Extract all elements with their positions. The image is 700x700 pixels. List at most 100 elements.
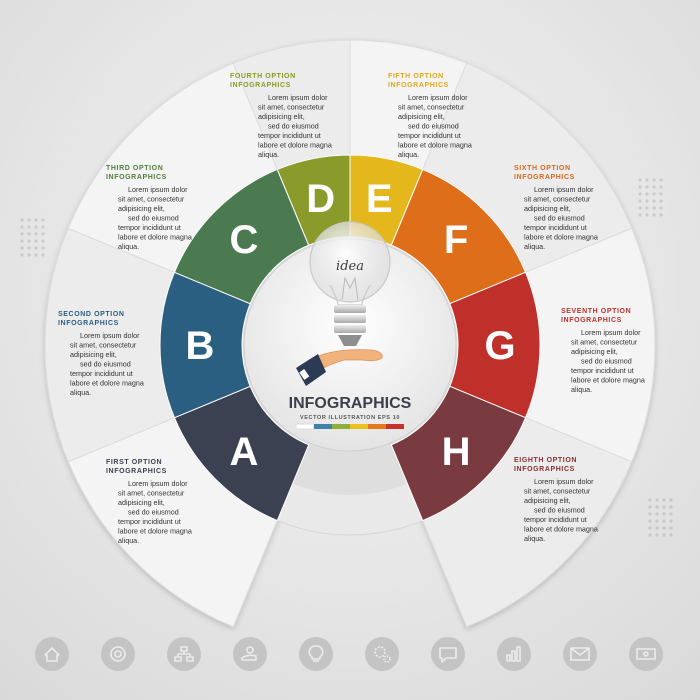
colored-ring — [159, 154, 541, 522]
option-body-line: Lorem ipsum dolor — [534, 185, 594, 194]
option-body-line: adipisicing elit, — [524, 204, 571, 213]
palette-swatch — [295, 423, 315, 430]
option-subtitle: INFOGRAPHICS — [561, 317, 622, 324]
option-block-6: SIXTH OPTION INFOGRAPHICS Lorem ipsum dolo… — [514, 165, 598, 251]
option-title: EIGHTH OPTION — [514, 457, 577, 464]
option-body-line: aliqua. — [571, 385, 592, 394]
option-body-line: aliqua. — [118, 242, 139, 251]
option-body-line: sed do eiusmod — [408, 122, 459, 131]
option-title: THIRD OPTION — [106, 165, 163, 172]
option-body-line: sed do eiusmod — [268, 122, 319, 131]
option-body-line: sed do eiusmod — [534, 506, 585, 515]
option-body-line: Lorem ipsum dolor — [408, 93, 468, 102]
option-subtitle: INFOGRAPHICS — [106, 468, 167, 475]
option-subtitle: INFOGRAPHICS — [58, 320, 119, 327]
option-body-line: adipisicing elit, — [118, 204, 165, 213]
option-body-line: sit amet, consectetur — [398, 103, 465, 112]
option-body-line: labore et dolore magna — [118, 233, 192, 242]
option-body-line: adipisicing elit, — [70, 350, 117, 359]
home-icon[interactable] — [35, 637, 69, 671]
option-body-line: labore et dolore magna — [524, 233, 598, 242]
option-body-line: sed do eiusmod — [581, 357, 632, 366]
option-body-line: Lorem ipsum dolor — [80, 331, 140, 340]
option-body-line: sed do eiusmod — [80, 360, 131, 369]
option-body-line: tempor incididunt ut — [571, 366, 634, 375]
option-title: FIRST OPTION — [106, 459, 162, 466]
hand-icon — [296, 349, 383, 386]
palette-swatch — [368, 424, 386, 429]
bottom-icon-row — [35, 637, 663, 671]
gears-icon[interactable] — [365, 637, 399, 671]
option-body-line: adipisicing elit, — [571, 347, 618, 356]
segment-letter-a: A — [229, 430, 258, 474]
option-body-line: labore et dolore magna — [398, 141, 472, 150]
option-body-line: sed do eiusmod — [534, 214, 585, 223]
segment-letter-h: H — [442, 430, 471, 474]
option-title: SEVENTH OPTION — [561, 308, 631, 315]
option-subtitle: INFOGRAPHICS — [388, 82, 449, 89]
chat-icon[interactable] — [431, 637, 465, 671]
palette-swatch — [314, 424, 332, 429]
option-body-line: sed do eiusmod — [128, 214, 179, 223]
option-body-line: aliqua. — [70, 388, 91, 397]
segment-letter-g: G — [484, 324, 515, 368]
option-body-line: aliqua. — [524, 242, 545, 251]
option-title: SIXTH OPTION — [514, 165, 571, 172]
option-body-line: sit amet, consectetur — [70, 341, 137, 350]
option-body-line: labore et dolore magna — [118, 527, 192, 536]
option-body-line: labore et dolore magna — [571, 376, 645, 385]
palette-swatch — [386, 424, 404, 429]
option-body-line: sed do eiusmod — [128, 508, 179, 517]
lightbulb-icon — [309, 221, 391, 346]
option-body-line: labore et dolore magna — [258, 141, 332, 150]
segment-letter-f: F — [444, 218, 468, 262]
option-body-line: sit amet, consectetur — [524, 487, 591, 496]
option-title: FIFTH OPTION — [388, 73, 444, 80]
option-body-line: adipisicing elit, — [258, 112, 305, 121]
segment-letters: A B C D E F G H — [186, 177, 516, 474]
segment-letter-c: C — [229, 218, 258, 262]
option-body-line: labore et dolore magna — [70, 379, 144, 388]
option-body-line: tempor incididunt ut — [70, 369, 133, 378]
option-body-line: sit amet, consectetur — [571, 338, 638, 347]
option-subtitle: INFOGRAPHICS — [514, 174, 575, 181]
option-subtitle: INFOGRAPHICS — [514, 466, 575, 473]
option-body-line: Lorem ipsum dolor — [581, 328, 641, 337]
mail-icon[interactable] — [563, 637, 597, 671]
money-hand-icon[interactable] — [233, 637, 267, 671]
option-block-2: SECOND OPTION INFOGRAPHICS Lorem ipsum dol… — [58, 311, 144, 397]
option-body-line: aliqua. — [118, 536, 139, 545]
idea-label: idea — [336, 259, 364, 274]
center-subtitle: VECTOR ILLUSTRATION EPS 10 — [300, 415, 400, 421]
option-body-line: adipisicing elit, — [398, 112, 445, 121]
option-body-line: tempor incididunt ut — [524, 515, 587, 524]
option-title: FOURTH OPTION — [230, 73, 296, 80]
option-body-line: adipisicing elit, — [524, 496, 571, 505]
target-icon[interactable] — [101, 637, 135, 671]
color-palette-strip — [295, 423, 404, 430]
option-title: SECOND OPTION — [58, 311, 125, 318]
option-body-line: sit amet, consectetur — [118, 489, 185, 498]
segment-letter-b: B — [186, 324, 215, 368]
option-block-8: EIGHTH OPTION INFOGRAPHICS Lorem ipsum dol… — [514, 457, 598, 543]
option-block-5: FIFTH OPTION INFOGRAPHICS Lorem ipsum dolo… — [388, 73, 472, 159]
segment-letter-e: E — [366, 177, 393, 221]
option-subtitle: INFOGRAPHICS — [230, 82, 291, 89]
option-body-line: tempor incididunt ut — [118, 223, 181, 232]
option-block-1: FIRST OPTION INFOGRAPHICS Lorem ipsum dolo… — [106, 459, 192, 545]
option-body-line: aliqua. — [258, 150, 279, 159]
option-body-line: Lorem ipsum dolor — [128, 185, 188, 194]
option-body-line: sit amet, consectetur — [524, 195, 591, 204]
option-body-line: tempor incididunt ut — [398, 131, 461, 140]
segment-letter-d: D — [306, 177, 335, 221]
cash-icon[interactable] — [629, 637, 663, 671]
lightbulb-icon[interactable] — [299, 637, 333, 671]
bar-chart-icon[interactable] — [497, 637, 531, 671]
hierarchy-icon[interactable] — [167, 637, 201, 671]
palette-swatch — [332, 424, 350, 429]
palette-swatch — [350, 424, 368, 429]
option-block-3: THIRD OPTION INFOGRAPHICS Lorem ipsum dolo… — [106, 165, 192, 251]
option-body-line: Lorem ipsum dolor — [268, 93, 328, 102]
option-body-line: labore et dolore magna — [524, 525, 598, 534]
option-body-line: adipisicing elit, — [118, 498, 165, 507]
